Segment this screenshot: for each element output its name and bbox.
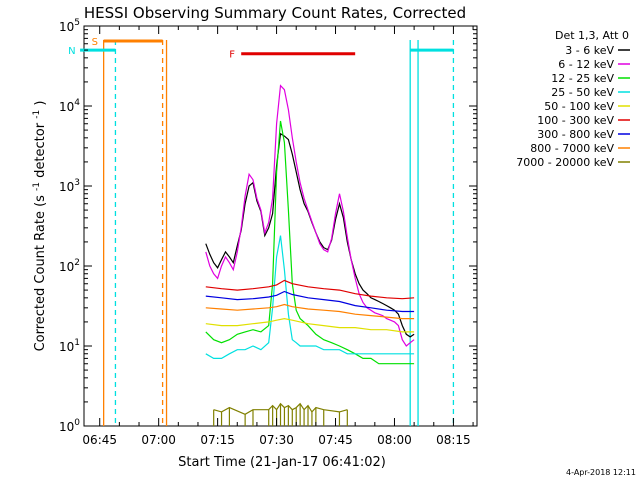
legend-label: 7000 - 20000 keV <box>516 156 614 169</box>
y-tick-label: 100 <box>59 418 80 434</box>
y-tick-exp: 4 <box>74 98 80 108</box>
x-tick-label: 08:15 <box>436 433 471 447</box>
y-tick-base: 10 <box>59 340 74 354</box>
x-tick-label: 08:00 <box>377 433 412 447</box>
y-tick-base: 10 <box>59 20 74 34</box>
legend-label: 6 - 12 keV <box>558 58 614 71</box>
legend-header: Det 1,3, Att 0 <box>555 29 629 42</box>
y-tick-exp: 3 <box>74 178 80 188</box>
y-tick-base: 10 <box>59 180 74 194</box>
series-line <box>205 84 415 347</box>
series-line <box>205 303 415 320</box>
legend-label: 25 - 50 keV <box>551 86 614 99</box>
x-axis-label: Start Time (21-Jan-17 06:41:02) <box>178 455 386 470</box>
series-line <box>205 279 415 300</box>
time-marker-label: S <box>92 37 98 48</box>
legend-label: 50 - 100 keV <box>544 100 614 113</box>
x-tick-label: 07:00 <box>141 433 176 447</box>
y-tick-label: 104 <box>59 98 80 114</box>
y-tick-exp: 1 <box>74 338 80 348</box>
y-tick-exp: 2 <box>74 258 80 268</box>
time-marker-label: N <box>68 46 75 57</box>
vertical-markers <box>103 40 455 426</box>
y-tick-label: 102 <box>59 258 80 274</box>
series-line <box>205 290 415 313</box>
time-markers: S N F <box>68 37 454 61</box>
footer-date: 4-Apr-2018 12:11 <box>566 468 636 477</box>
y-axis-label-end: ) <box>33 101 48 106</box>
y-tick-exp: 0 <box>74 418 80 428</box>
series-line <box>205 120 415 365</box>
series-layer <box>205 84 415 426</box>
y-axis-label-main: Corrected Count Rate (s <box>33 195 48 352</box>
y-tick-base: 10 <box>59 260 74 274</box>
x-tick-label: 07:30 <box>259 433 294 447</box>
y-axis-label-mid: detector <box>33 122 48 178</box>
chart-title: HESSI Observing Summary Count Rates, Cor… <box>84 4 466 22</box>
y-tick-label: 101 <box>59 338 80 354</box>
y-tick-base: 10 <box>59 100 74 114</box>
legend-label: 3 - 6 keV <box>565 44 614 57</box>
legend-label: 12 - 25 keV <box>551 72 614 85</box>
y-axis-label: Corrected Count Rate (s -1 detector -1 ) <box>28 101 48 352</box>
time-marker-label: F <box>229 50 235 61</box>
x-axis: 06:45 07:00 07:15 07:30 07:45 08:00 08:15 <box>82 26 474 447</box>
series-line <box>205 235 415 359</box>
y-axis-label-sup2: -1 <box>32 110 42 119</box>
legend-label: 800 - 7000 keV <box>530 142 614 155</box>
y-tick-base: 10 <box>59 420 74 434</box>
series-line <box>205 317 415 333</box>
y-tick-label: 105 <box>59 18 80 34</box>
x-tick-label: 07:45 <box>318 433 353 447</box>
x-tick-label: 06:45 <box>82 433 117 447</box>
y-tick-label: 103 <box>59 178 80 194</box>
legend-label: 300 - 800 keV <box>537 128 614 141</box>
y-tick-exp: 5 <box>74 18 80 28</box>
x-tick-label: 07:15 <box>200 433 235 447</box>
legend-label: 100 - 300 keV <box>537 114 614 127</box>
series-line <box>205 132 415 338</box>
plot-area: S N F <box>68 25 478 427</box>
y-axis-label-sup1: -1 <box>32 182 42 191</box>
